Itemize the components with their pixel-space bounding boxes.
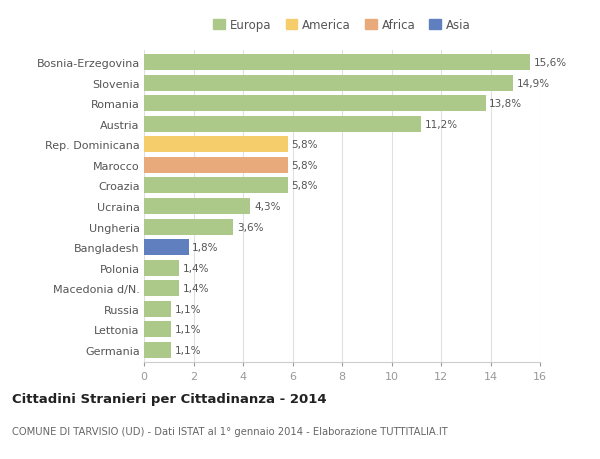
Text: 13,8%: 13,8% bbox=[489, 99, 523, 109]
Text: 1,1%: 1,1% bbox=[175, 304, 202, 314]
Text: 1,1%: 1,1% bbox=[175, 345, 202, 355]
Bar bbox=[144, 157, 287, 174]
Bar bbox=[144, 219, 233, 235]
Text: 5,8%: 5,8% bbox=[291, 140, 318, 150]
Text: 3,6%: 3,6% bbox=[237, 222, 263, 232]
Text: 4,3%: 4,3% bbox=[254, 202, 281, 212]
Text: 1,4%: 1,4% bbox=[182, 284, 209, 294]
Bar bbox=[144, 240, 188, 256]
Text: COMUNE DI TARVISIO (UD) - Dati ISTAT al 1° gennaio 2014 - Elaborazione TUTTITALI: COMUNE DI TARVISIO (UD) - Dati ISTAT al … bbox=[12, 426, 448, 436]
Text: 1,4%: 1,4% bbox=[182, 263, 209, 273]
Bar bbox=[144, 178, 287, 194]
Text: 14,9%: 14,9% bbox=[517, 78, 550, 88]
Bar bbox=[144, 281, 179, 297]
Bar bbox=[144, 342, 171, 358]
Bar bbox=[144, 96, 485, 112]
Text: 5,8%: 5,8% bbox=[291, 181, 318, 191]
Text: 15,6%: 15,6% bbox=[534, 58, 567, 68]
Bar bbox=[144, 55, 530, 71]
Text: 1,8%: 1,8% bbox=[192, 243, 219, 252]
Text: Cittadini Stranieri per Cittadinanza - 2014: Cittadini Stranieri per Cittadinanza - 2… bbox=[12, 392, 326, 405]
Text: 11,2%: 11,2% bbox=[425, 119, 458, 129]
Bar bbox=[144, 117, 421, 132]
Bar bbox=[144, 260, 179, 276]
Bar bbox=[144, 301, 171, 317]
Bar bbox=[144, 199, 250, 214]
Text: 5,8%: 5,8% bbox=[291, 161, 318, 170]
Legend: Europa, America, Africa, Asia: Europa, America, Africa, Asia bbox=[214, 19, 470, 32]
Bar bbox=[144, 322, 171, 338]
Bar bbox=[144, 75, 513, 91]
Bar bbox=[144, 137, 287, 153]
Text: 1,1%: 1,1% bbox=[175, 325, 202, 335]
